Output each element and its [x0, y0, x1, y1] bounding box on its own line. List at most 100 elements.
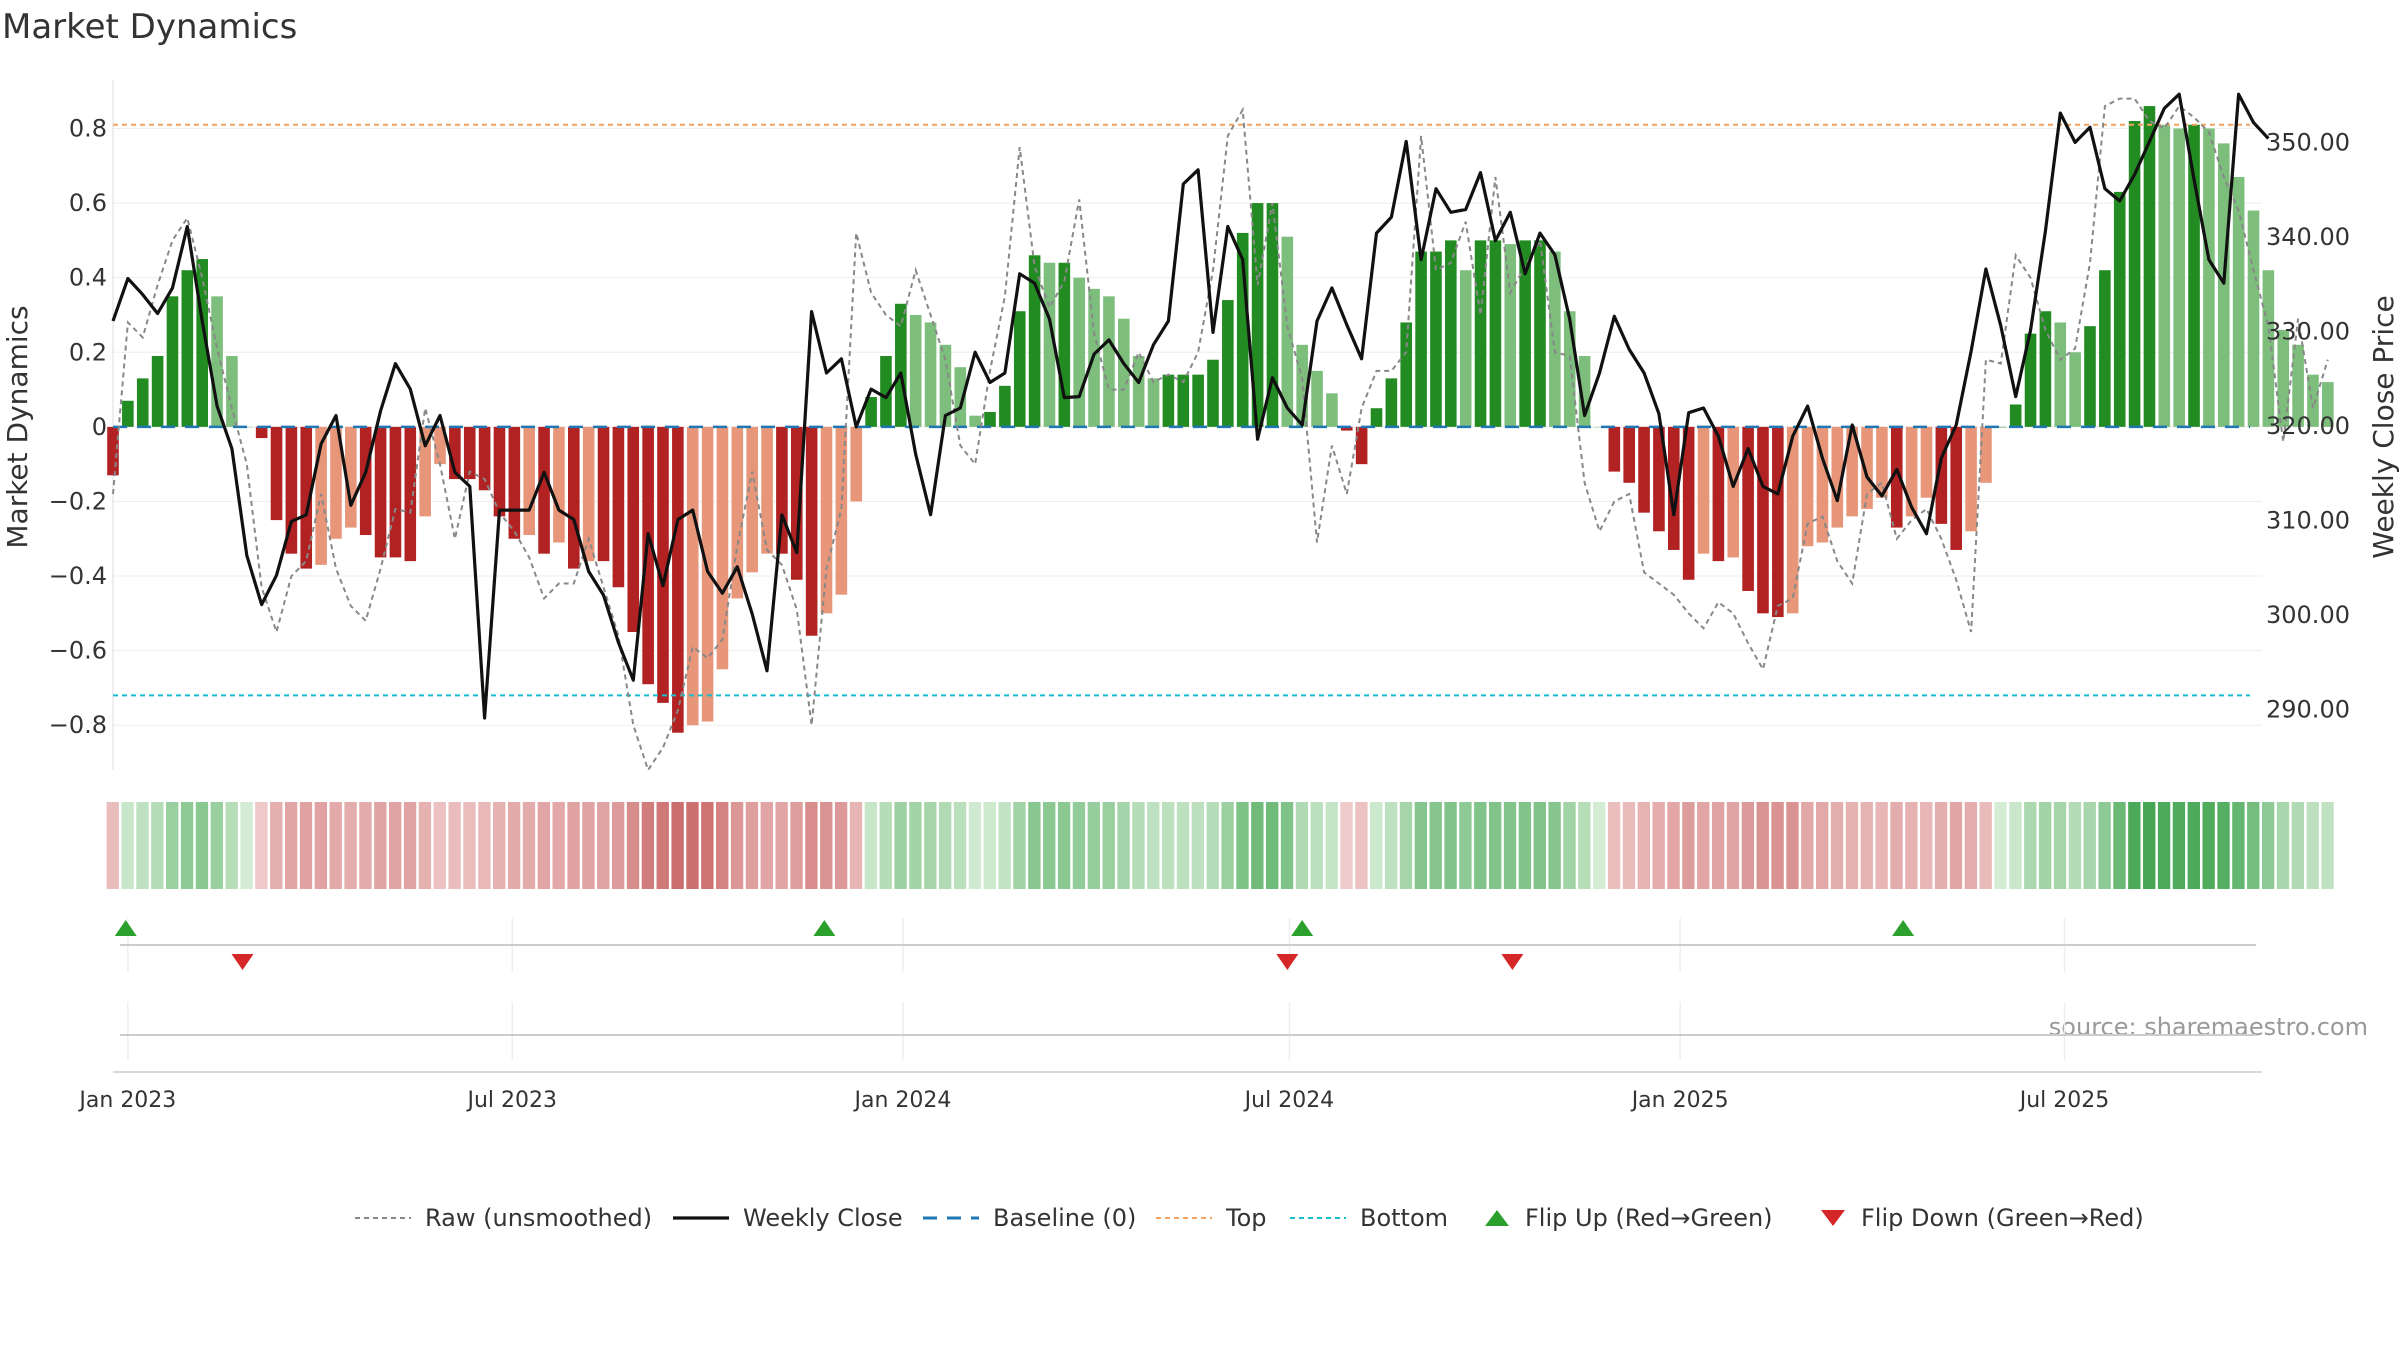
legend-item: Weekly Close — [673, 1204, 903, 1232]
bar — [1667, 426, 1680, 550]
bar — [359, 426, 372, 536]
bar — [508, 426, 521, 539]
heat-cell — [1057, 802, 1071, 889]
heat-cell — [2024, 802, 2037, 889]
bar — [1474, 240, 1487, 427]
bar — [969, 415, 981, 427]
y-tick-label: −0.2 — [49, 487, 107, 515]
bar — [1905, 426, 1918, 517]
raw-series-line — [112, 97, 2329, 773]
heat-cell — [1637, 802, 1650, 889]
x-tick-label: Jul 2023 — [465, 1088, 557, 1113]
heat-cell — [671, 802, 684, 889]
heat-cell — [2053, 802, 2067, 889]
legend-label: Flip Down (Green→Red) — [1861, 1204, 2144, 1232]
bar — [404, 426, 417, 562]
heat-cell — [2187, 802, 2200, 889]
bar — [2009, 404, 2022, 427]
flip-up-marker — [1892, 920, 1915, 936]
heat-cell — [552, 802, 565, 889]
legend-item: Baseline (0) — [923, 1204, 1136, 1232]
bar — [1995, 426, 2007, 428]
heat-cell — [1429, 802, 1442, 889]
y-tick-label: 0 — [92, 413, 107, 441]
bar — [1370, 408, 1383, 427]
y-tick-label: 0.4 — [69, 264, 107, 292]
heat-cell — [1488, 802, 1502, 889]
bar — [805, 426, 818, 636]
heat-cell — [1459, 802, 1472, 889]
heat-cell — [136, 802, 149, 889]
legend-label: Top — [1225, 1204, 1267, 1232]
heat-cell — [1949, 802, 1963, 889]
heat-cell — [1563, 802, 1576, 889]
bar — [1459, 270, 1472, 427]
heat-cell — [1266, 802, 1279, 889]
heat-cell — [270, 802, 283, 889]
flip-up-marker — [1291, 920, 1314, 936]
heat-cell — [597, 802, 610, 889]
heat-cell — [1518, 802, 1532, 889]
bar — [1073, 277, 1085, 427]
heat-cell — [1340, 802, 1353, 889]
y-ticks: 0.8 0.6 0.4 0.2 0 −0.2 −0.4 −0.6 −0.8 — [49, 114, 107, 739]
bar — [984, 411, 996, 427]
bar — [1162, 374, 1175, 427]
bar — [1311, 370, 1323, 427]
heat-cell — [2232, 802, 2245, 889]
bar — [1786, 426, 1799, 614]
heat-cell — [121, 802, 134, 889]
heat-cell — [1399, 802, 1413, 889]
heat-cell — [1593, 802, 1606, 889]
legend-item: Top — [1156, 1204, 1267, 1232]
heat-cell — [2083, 802, 2096, 889]
bar — [1117, 318, 1130, 427]
flip-up-marker — [114, 920, 137, 936]
bar — [2084, 326, 2096, 427]
heat-cell — [1444, 802, 1457, 889]
heat-cell — [938, 802, 952, 889]
heat-cell — [418, 802, 432, 889]
heat-cell — [195, 802, 209, 889]
bar — [1846, 426, 1858, 517]
x-tick-label: Jul 2025 — [2018, 1088, 2110, 1113]
heat-cell — [1310, 802, 1323, 889]
legend-item: Flip Down (Green→Red) — [1821, 1204, 2144, 1232]
bar — [1772, 426, 1784, 618]
heat-cell — [701, 802, 714, 889]
heat-cell — [1607, 802, 1621, 889]
flip-down-marker — [1276, 954, 1299, 970]
bar — [1623, 426, 1635, 483]
heat-cell — [255, 802, 268, 889]
heat-cell — [2291, 802, 2305, 889]
bar — [1801, 426, 1814, 547]
bar — [731, 426, 744, 599]
heat-strip — [106, 802, 2334, 889]
heat-cell — [626, 802, 640, 889]
bar — [181, 270, 194, 427]
bar — [909, 314, 922, 427]
bar — [865, 397, 877, 427]
bar — [2054, 322, 2067, 427]
bar — [2247, 210, 2260, 427]
bar — [2217, 143, 2230, 427]
bar — [2322, 382, 2334, 427]
y-tick-label: −0.6 — [49, 637, 107, 665]
bar — [880, 356, 892, 427]
legend-item: Bottom — [1290, 1204, 1448, 1232]
legend-item: Flip Up (Red→Green) — [1485, 1204, 1773, 1232]
heat-cell — [166, 802, 179, 889]
bar — [2277, 329, 2290, 427]
bar — [1028, 255, 1041, 427]
legend-swatch — [1485, 1210, 1509, 1226]
heat-cell — [1102, 802, 1115, 889]
heat-cell — [924, 802, 937, 889]
heat-cell — [225, 802, 238, 889]
heat-cell — [478, 802, 491, 889]
heat-cell — [760, 802, 773, 889]
heat-cell — [998, 802, 1011, 889]
heat-cell — [2247, 802, 2260, 889]
bar — [434, 426, 446, 465]
legend-item: Raw (unsmoothed) — [355, 1204, 652, 1232]
